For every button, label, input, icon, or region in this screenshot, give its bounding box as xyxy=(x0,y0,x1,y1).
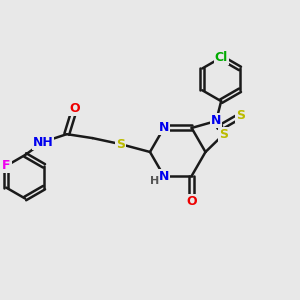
Text: O: O xyxy=(69,102,80,115)
Text: NH: NH xyxy=(33,136,53,148)
Text: O: O xyxy=(186,195,197,208)
Text: H: H xyxy=(150,176,160,186)
Text: N: N xyxy=(159,122,169,134)
Text: S: S xyxy=(219,128,228,141)
Text: S: S xyxy=(116,138,125,151)
Text: F: F xyxy=(2,159,10,172)
Text: Cl: Cl xyxy=(214,51,228,64)
Text: N: N xyxy=(211,115,221,128)
Text: N: N xyxy=(159,169,169,182)
Text: S: S xyxy=(236,109,245,122)
